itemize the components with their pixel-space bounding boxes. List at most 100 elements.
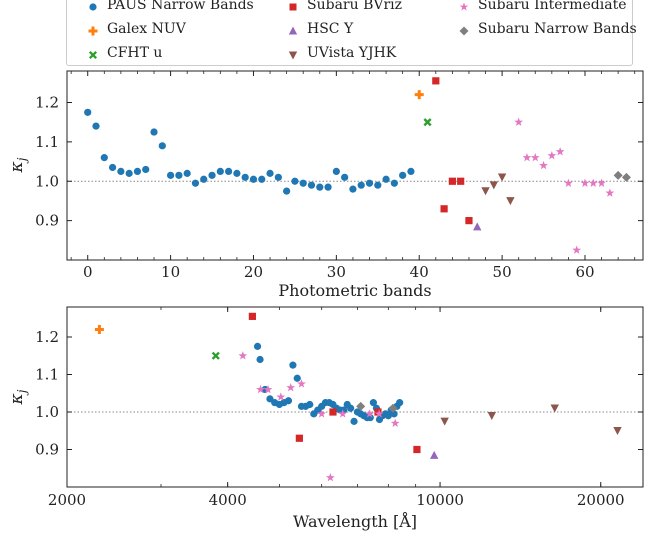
data-point (266, 169, 274, 177)
data-point (295, 434, 303, 442)
diamond-marker-icon (459, 26, 469, 36)
data-point (263, 384, 273, 394)
data-point (399, 171, 407, 179)
data-point (613, 426, 622, 435)
data-point (183, 169, 191, 177)
data-point (256, 355, 264, 364)
data-point (100, 154, 108, 162)
data-point (166, 171, 175, 179)
data-point (555, 147, 565, 156)
x-tick-label: 10 (161, 263, 180, 281)
data-point (432, 77, 440, 85)
data-point (605, 188, 615, 197)
data-point (522, 153, 532, 162)
data-point (423, 118, 432, 127)
data-point (297, 379, 306, 388)
data-point (238, 351, 248, 360)
data-point (276, 392, 286, 401)
data-point (284, 397, 293, 405)
series-subaru-intermediate (238, 351, 400, 482)
data-point (283, 187, 291, 195)
data-point (94, 325, 104, 334)
series-subaru-narrow-bands (613, 170, 631, 182)
data-point (286, 383, 296, 392)
data-point (621, 172, 631, 182)
data-point (248, 312, 256, 320)
x-tick-label: 10000 (416, 491, 464, 509)
star-marker-icon (459, 2, 469, 11)
y-axis-label: κj (7, 389, 29, 405)
x-axis-label: Wavelength [Å] (293, 511, 417, 531)
data-point (200, 175, 208, 183)
data-point (347, 404, 355, 412)
data-point (530, 153, 540, 162)
data-point (317, 409, 327, 418)
data-point (414, 90, 424, 100)
y-tick-label: 1.2 (35, 94, 59, 112)
data-point (150, 128, 158, 136)
data-point (256, 384, 265, 394)
series-hsc-y (473, 222, 482, 231)
data-point (142, 165, 150, 174)
data-point (175, 171, 183, 179)
legend: PAUS Narrow Bands Subaru BVriz Subaru In… (66, 0, 637, 66)
data-point (341, 173, 349, 181)
data-point (84, 108, 92, 116)
data-point (356, 401, 366, 411)
series-subaru-narrow-bands (356, 401, 398, 413)
data-point (211, 351, 220, 360)
data-point (429, 450, 439, 459)
data-point (572, 245, 582, 254)
data-point (125, 169, 133, 177)
data-point (390, 418, 400, 427)
data-point (133, 167, 142, 176)
data-point (384, 412, 392, 420)
data-point (481, 187, 490, 196)
x-marker-icon (88, 50, 98, 60)
data-point (564, 178, 573, 187)
series-cfht-u (211, 351, 220, 360)
data-point (497, 173, 507, 182)
data-point (253, 342, 262, 350)
data-point (258, 175, 266, 183)
data-point (613, 170, 623, 180)
data-point (514, 117, 524, 126)
chart-panel-1: 0.9 1.0 1.1 1.2 0 10 20 30 40 50 60 Photometric ban… (7, 70, 644, 300)
data-point (440, 417, 449, 426)
series-subaru-bvriz (432, 77, 473, 225)
data-point (92, 122, 100, 130)
x-tick-label: 50 (493, 263, 512, 281)
x-tick-label: 4000 (209, 491, 247, 509)
data-point (374, 181, 382, 189)
square-marker-icon (289, 3, 297, 11)
data-point (407, 167, 415, 176)
data-point (324, 183, 332, 191)
data-point (249, 175, 258, 183)
data-point (390, 179, 398, 187)
y-tick-label: 1.1 (35, 133, 59, 151)
data-point (365, 409, 375, 418)
data-point (293, 374, 301, 382)
x-tick-label: 40 (410, 263, 429, 281)
data-point (550, 404, 559, 413)
series-cfht-u (423, 118, 432, 127)
data-point (448, 177, 456, 185)
data-point (465, 217, 473, 225)
data-point (329, 408, 337, 416)
series-galex-nuv (94, 325, 104, 334)
data-point (241, 173, 249, 181)
plus-marker-icon (88, 26, 98, 36)
data-point (588, 178, 598, 187)
x-tick-label: 20 (244, 263, 263, 281)
data-point (489, 181, 499, 190)
data-point (233, 169, 241, 177)
chart-panel-2: 0.9 1.0 1.1 1.2 2000 4000 10000 20000 Wavelength… (7, 306, 644, 531)
circle-marker-icon (89, 3, 97, 11)
x-tick-label: 2000 (48, 491, 86, 509)
data-point (158, 142, 166, 150)
x-tick-label: 60 (575, 263, 594, 281)
series-paus-narrow-bands (84, 108, 415, 195)
data-point (457, 177, 465, 185)
x-tick-label: 0 (83, 263, 93, 281)
data-point (374, 409, 384, 418)
